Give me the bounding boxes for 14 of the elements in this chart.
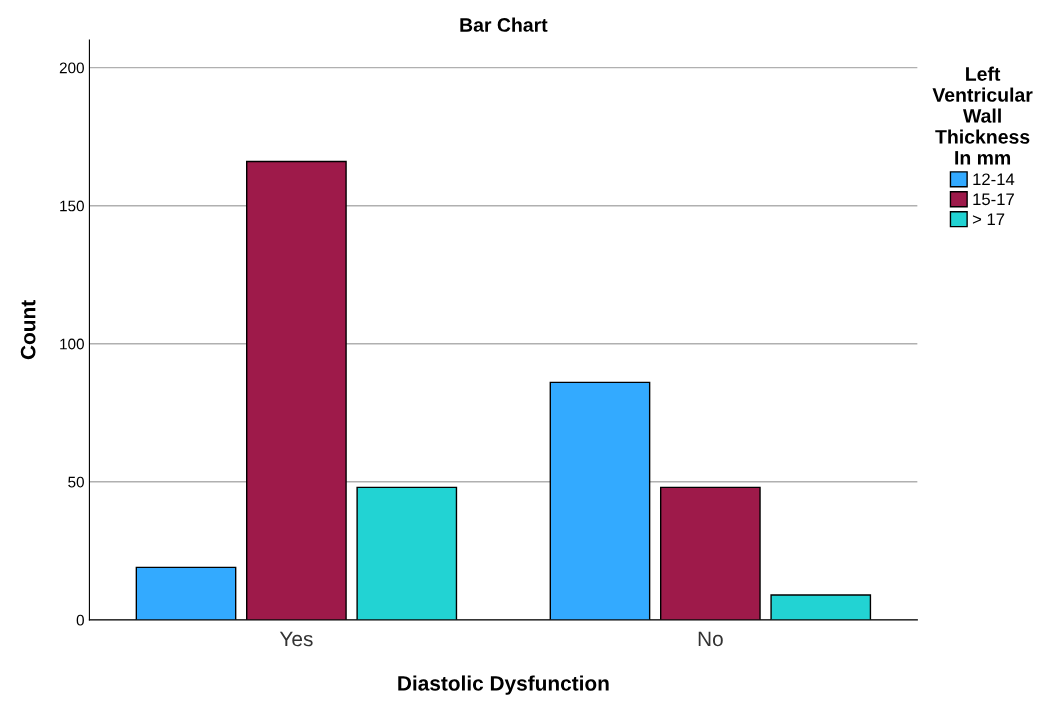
y-tick-label: 100 (60, 338, 84, 350)
x-tick-label: Yes (279, 631, 313, 647)
legend-label: 15-17 (973, 193, 1014, 206)
legend-title: Left Ventricular Wall Thickness In mm (932, 66, 1033, 165)
y-tick-label: 200 (59, 62, 84, 74)
y-tick-label: 50 (68, 476, 84, 488)
y-tick-label: 150 (60, 200, 84, 212)
y-tick-label: 0 (76, 614, 84, 626)
x-tick-label: No (698, 631, 723, 647)
x-axis-title: Diastolic Dysfunction (398, 675, 609, 695)
y-axis-title: Count (20, 300, 36, 360)
chart-title: Bar Chart (460, 17, 548, 32)
legend-label: > 17 (972, 213, 1005, 225)
legend-label: 12-14 (973, 173, 1015, 186)
